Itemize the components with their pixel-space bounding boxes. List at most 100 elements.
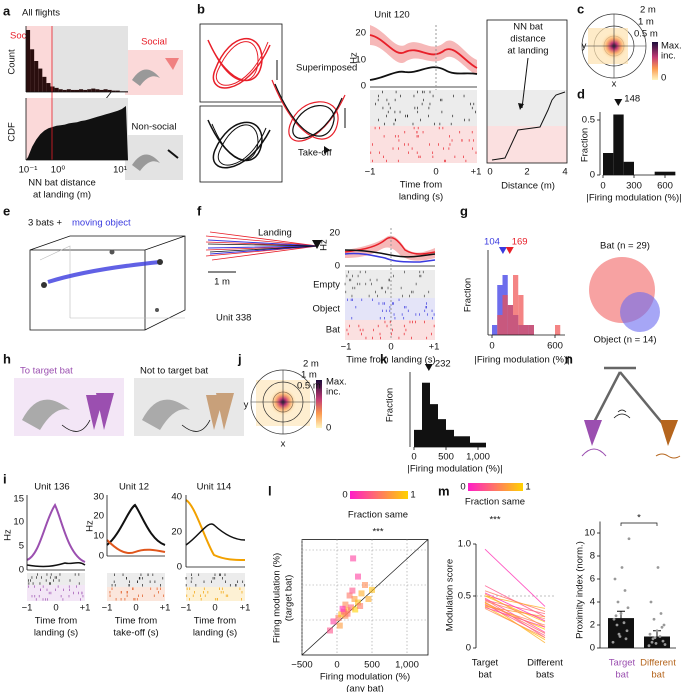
label: Social	[141, 37, 167, 48]
decoration	[27, 573, 85, 585]
decoration	[61, 419, 91, 432]
median-label: 169	[512, 237, 528, 248]
point	[335, 614, 342, 621]
decoration	[39, 245, 185, 319]
label: y	[582, 41, 587, 52]
bar	[107, 89, 112, 92]
label: Hz	[85, 520, 96, 532]
label: landing (s)	[193, 628, 237, 639]
decoration	[369, 34, 478, 69]
panel-letter: m	[438, 483, 450, 498]
point	[336, 622, 343, 629]
point	[365, 596, 372, 602]
label: Fraction same	[465, 497, 525, 508]
label: 0	[212, 603, 217, 614]
label: 10⁻¹	[19, 165, 38, 176]
label: |Firing modulation (%)|	[474, 355, 569, 366]
label: 0.5 m	[297, 381, 321, 392]
decoration	[518, 103, 524, 110]
bar	[528, 325, 534, 335]
bar	[34, 61, 39, 92]
label: Hz	[349, 52, 360, 64]
point	[625, 629, 629, 633]
point	[614, 614, 618, 618]
decoration	[345, 320, 435, 340]
label: +1	[240, 603, 251, 614]
paired-line	[484, 592, 546, 622]
bar	[58, 89, 63, 92]
tick-label: 600	[657, 181, 673, 192]
label: bat	[478, 670, 492, 681]
label: +1	[160, 603, 171, 614]
bar	[46, 83, 51, 92]
decoration	[107, 573, 165, 587]
panel-letter: g	[460, 203, 468, 218]
label: Object	[313, 304, 341, 315]
label: 0	[661, 73, 666, 84]
label: Object (n = 14)	[593, 335, 656, 346]
bar	[30, 49, 35, 92]
decoration	[369, 66, 478, 81]
paired-line	[484, 595, 546, 623]
median-label: 232	[435, 359, 451, 370]
tick-label: 500	[364, 660, 380, 671]
paired-line	[484, 595, 546, 609]
label: Time from	[35, 616, 77, 627]
label: 20	[355, 28, 366, 39]
bar	[613, 114, 624, 175]
label: |Firing modulation (%)|	[407, 464, 502, 475]
bar	[478, 442, 486, 447]
point	[344, 607, 351, 614]
label: −1	[181, 603, 192, 614]
label: −1	[22, 603, 33, 614]
bar	[507, 305, 513, 335]
decoration	[209, 41, 269, 86]
decoration	[345, 298, 435, 320]
tick-label: 0	[590, 170, 595, 181]
label: 0	[433, 167, 438, 178]
tick-label: 300	[626, 181, 642, 192]
decoration	[207, 37, 271, 89]
label: Time from	[115, 616, 157, 627]
label: landing (s)	[34, 628, 78, 639]
decoration	[185, 499, 246, 561]
label: bat	[651, 670, 665, 681]
decoration	[487, 90, 567, 126]
tick-label: −500	[291, 660, 312, 671]
label: Empty	[313, 280, 340, 291]
bar	[74, 89, 80, 92]
point	[352, 606, 359, 613]
label: Max.	[661, 41, 682, 52]
panel-letter: c	[577, 1, 584, 16]
label: |Firing modulation (%)|	[586, 193, 681, 204]
bar	[654, 171, 665, 175]
label: y	[244, 400, 249, 411]
label: Target	[609, 658, 636, 669]
label: CDF	[7, 122, 18, 142]
tick-label: 8	[590, 551, 595, 562]
colorbar-tick: 0	[342, 490, 347, 501]
label: Unit 114	[197, 482, 232, 493]
decoration	[370, 90, 477, 126]
label: ***	[372, 527, 383, 538]
panel-letter: e	[3, 203, 10, 218]
tick-label: 0	[466, 643, 471, 654]
label: *	[637, 513, 641, 524]
label: 30	[93, 492, 104, 503]
bar	[42, 76, 47, 92]
tick-label: 0	[334, 660, 339, 671]
bar	[523, 325, 529, 335]
label: Hz	[319, 239, 330, 251]
label: Firing modulation (%)	[272, 553, 283, 643]
label: Social	[10, 31, 36, 42]
tick-label: 0	[600, 181, 605, 192]
paired-line	[484, 603, 546, 636]
tick-label: 4	[590, 597, 595, 608]
label: Unit 120	[374, 10, 409, 21]
tick-label: 10	[584, 528, 595, 539]
tick-label: 2	[590, 620, 595, 631]
decoration	[316, 380, 322, 428]
label: Time from	[400, 180, 442, 191]
tick-label: 500	[438, 452, 454, 463]
